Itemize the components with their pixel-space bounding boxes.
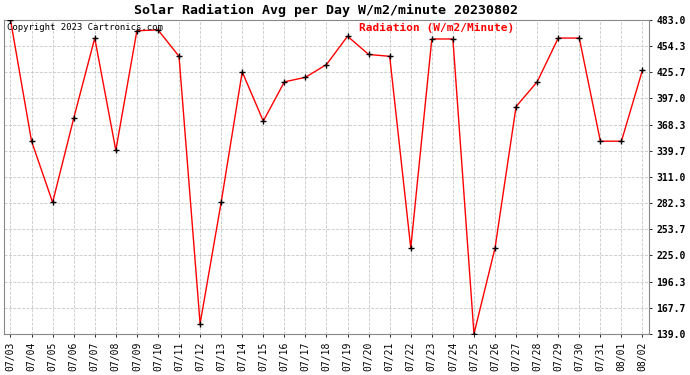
Title: Solar Radiation Avg per Day W/m2/minute 20230802: Solar Radiation Avg per Day W/m2/minute …	[135, 4, 518, 17]
Text: Copyright 2023 Cartronics.com: Copyright 2023 Cartronics.com	[8, 23, 164, 32]
Text: Radiation (W/m2/Minute): Radiation (W/m2/Minute)	[359, 23, 514, 33]
